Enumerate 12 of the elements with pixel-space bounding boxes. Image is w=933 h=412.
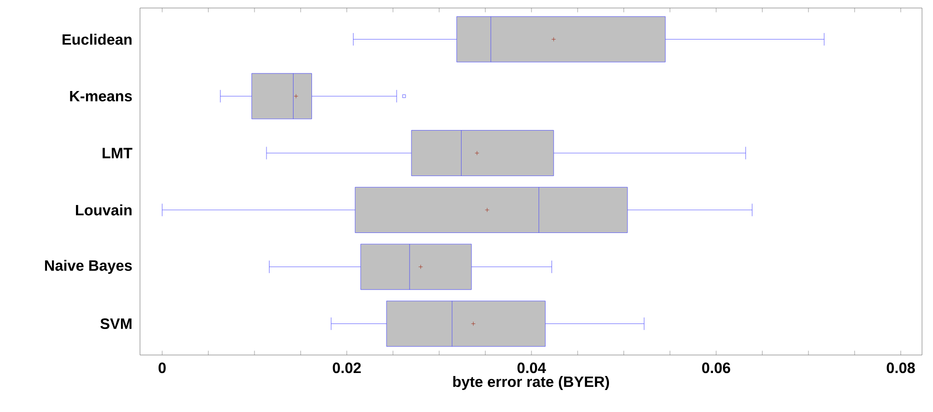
- x-tick-label: 0.08: [886, 362, 915, 374]
- x-tick-label: 0.04: [517, 362, 546, 374]
- x-tick-label: 0.06: [702, 362, 730, 374]
- y-tick-label: LMT: [102, 148, 132, 158]
- y-tick-label: Louvain: [76, 204, 132, 216]
- x-tick-label: 0: [158, 362, 166, 374]
- y-tick-label: K-means: [70, 90, 132, 102]
- x-axis-title: byte error rate (BYER): [453, 376, 610, 390]
- y-tick-label: SVM: [100, 318, 132, 330]
- x-tick-label: 0.02: [332, 362, 361, 374]
- y-tick-label: Naive Bayes: [45, 260, 132, 274]
- y-tick-label: Euclidean: [62, 34, 132, 45]
